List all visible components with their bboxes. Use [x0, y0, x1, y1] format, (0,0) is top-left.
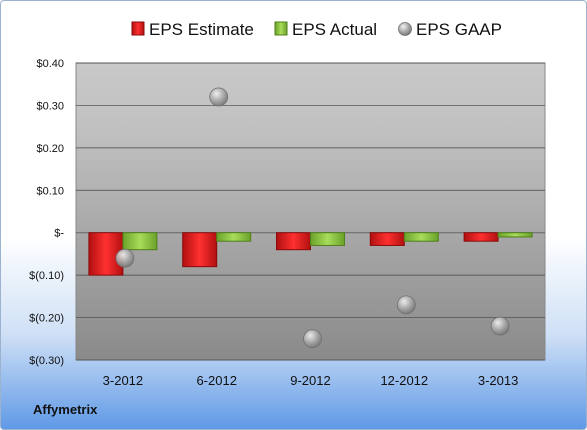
eps-actual-bar	[122, 232, 158, 251]
y-tick-label: $0.20	[36, 143, 64, 155]
y-tick-label: $0.30	[36, 100, 64, 112]
eps-gaap-point	[209, 87, 229, 107]
x-tick-label: 6-2012	[196, 373, 236, 388]
eps-estimate-bar	[276, 232, 311, 251]
eps-gaap-point	[490, 316, 510, 336]
x-tick-label: 9-2012	[290, 373, 330, 388]
eps-actual-bar	[310, 232, 345, 246]
eps-actual-bar	[403, 232, 439, 242]
legend-item-eps-estimate: EPS Estimate	[149, 20, 254, 39]
y-tick-label: $0.40	[36, 58, 64, 70]
y-tick-label: $(0.20)	[29, 313, 64, 325]
eps-estimate-bar	[369, 232, 405, 246]
x-tick-label: 12-2012	[380, 373, 428, 388]
x-tick-label: 3-2013	[478, 373, 518, 388]
eps-gaap-point	[115, 248, 135, 268]
y-tick-label: $0.10	[36, 185, 64, 197]
plot-area	[75, 62, 546, 361]
y-tick-label: $(0.10)	[29, 270, 64, 282]
legend-item-eps-gaap: EPS GAAP	[416, 20, 502, 39]
x-tick-label: 3-2012	[103, 373, 143, 388]
eps-gaap-point	[396, 295, 416, 315]
legend-swatch-eps-gaap	[398, 22, 412, 36]
eps-estimate-bar	[463, 232, 499, 242]
legend-swatch-eps-estimate	[131, 21, 145, 36]
company-name: Affymetrix	[33, 402, 98, 417]
y-tick-label: $(0.30)	[29, 355, 64, 367]
y-tick-label: $-	[54, 228, 64, 240]
eps-actual-bar	[497, 232, 533, 238]
legend-item-eps-actual: EPS Actual	[292, 20, 377, 39]
legend: EPS Estimate EPS Actual EPS GAAP	[131, 20, 502, 39]
eps-estimate-bar	[182, 232, 218, 268]
eps-actual-bar	[216, 232, 252, 242]
eps-gaap-point	[303, 329, 322, 349]
legend-swatch-eps-actual	[274, 21, 288, 36]
